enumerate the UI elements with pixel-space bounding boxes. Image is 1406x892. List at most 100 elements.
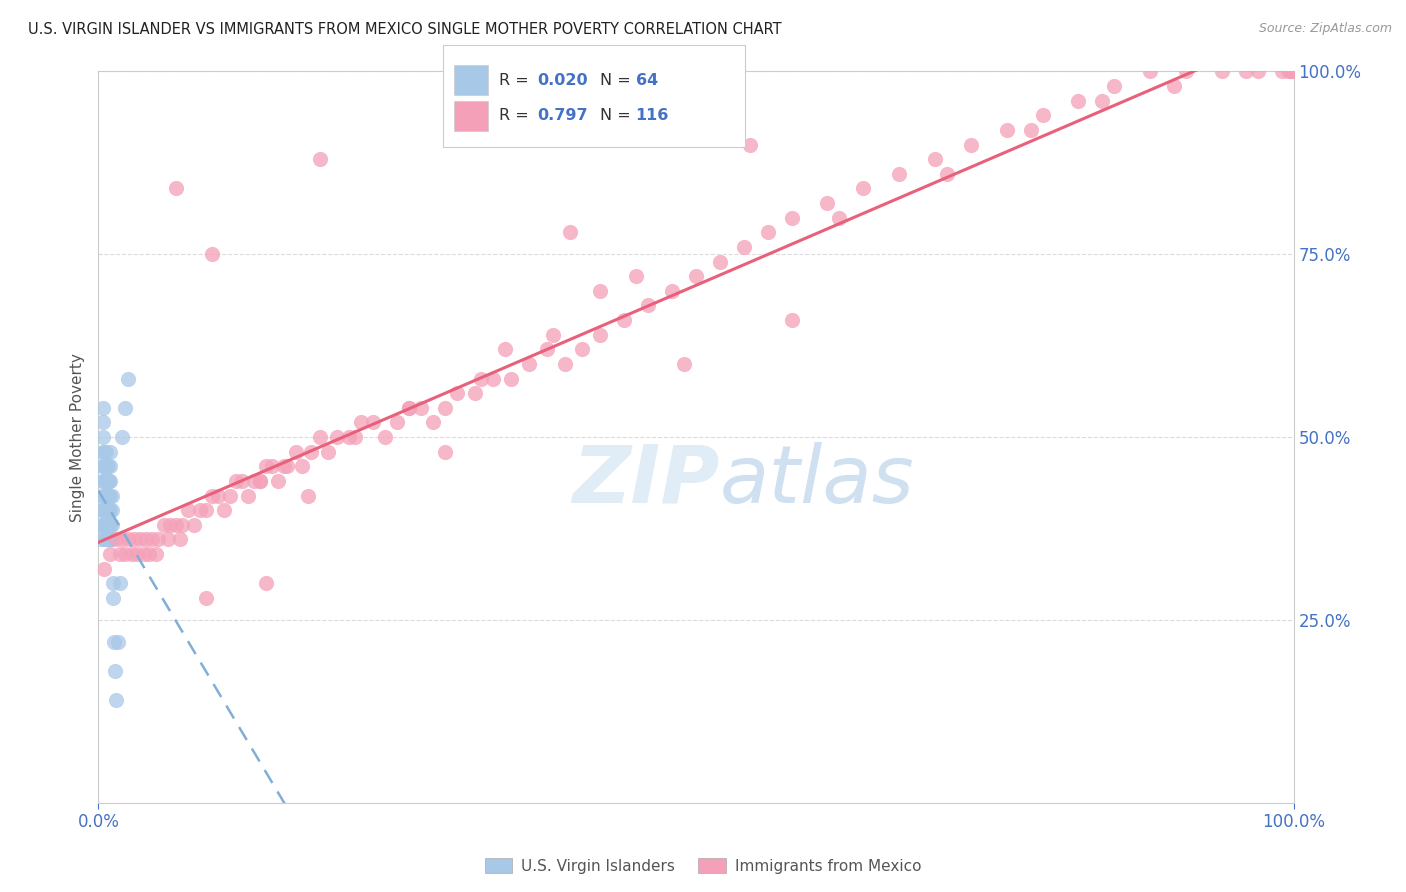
Point	[165, 517, 187, 532]
Point	[709, 254, 731, 268]
Point	[685, 269, 707, 284]
Point	[398, 401, 420, 415]
Point	[613, 313, 636, 327]
Point	[852, 181, 875, 195]
Point	[195, 591, 218, 605]
Point	[470, 371, 492, 385]
Text: U.S. VIRGIN ISLANDER VS IMMIGRANTS FROM MEXICO SINGLE MOTHER POVERTY CORRELATION: U.S. VIRGIN ISLANDER VS IMMIGRANTS FROM …	[28, 22, 782, 37]
Point	[308, 152, 330, 166]
Point	[291, 459, 314, 474]
Point	[363, 416, 385, 430]
Point	[236, 489, 259, 503]
Point	[91, 416, 114, 430]
Point	[135, 533, 157, 547]
Point	[111, 533, 134, 547]
Point	[107, 635, 129, 649]
Point	[96, 459, 118, 474]
Point	[93, 474, 115, 488]
Point	[571, 343, 593, 357]
Point	[91, 517, 114, 532]
Point	[100, 517, 122, 532]
Point	[560, 225, 582, 239]
Point	[434, 401, 457, 415]
Point	[326, 430, 349, 444]
Point	[94, 503, 117, 517]
Point	[1281, 64, 1303, 78]
Point	[661, 284, 683, 298]
Point	[108, 576, 131, 591]
Point	[411, 401, 433, 415]
Point	[98, 517, 121, 532]
Point	[350, 416, 373, 430]
Point	[195, 503, 218, 517]
Point	[936, 167, 959, 181]
Point	[90, 517, 112, 532]
Point	[90, 533, 112, 547]
Point	[93, 503, 115, 517]
Point	[111, 430, 134, 444]
Point	[97, 489, 120, 503]
Point	[254, 459, 277, 474]
Point	[117, 371, 139, 385]
Point	[385, 416, 409, 430]
Point	[97, 459, 120, 474]
Point	[780, 313, 803, 327]
Point	[201, 247, 224, 261]
Text: 0.797: 0.797	[537, 109, 588, 123]
Point	[97, 517, 120, 532]
Point	[141, 533, 163, 547]
Point	[93, 444, 115, 458]
Point	[243, 474, 266, 488]
Point	[541, 327, 564, 342]
Point	[924, 152, 946, 166]
Point	[733, 240, 755, 254]
Point	[1234, 64, 1257, 78]
Point	[121, 547, 143, 561]
Point	[494, 343, 516, 357]
Point	[91, 489, 114, 503]
Point	[434, 444, 457, 458]
Point	[98, 533, 122, 547]
Point	[94, 459, 117, 474]
Point	[1247, 64, 1270, 78]
Point	[98, 533, 121, 547]
Point	[105, 693, 128, 707]
Point	[207, 489, 229, 503]
Point	[219, 489, 242, 503]
Point	[1271, 64, 1294, 78]
Point	[105, 533, 128, 547]
Point	[104, 664, 127, 678]
Point	[284, 444, 307, 458]
Point	[100, 533, 122, 547]
Point	[637, 298, 659, 312]
Point	[96, 533, 118, 547]
Point	[1019, 123, 1042, 137]
Point	[132, 547, 155, 561]
Point	[499, 371, 522, 385]
Point	[91, 503, 114, 517]
Point	[94, 517, 117, 532]
Point	[554, 357, 576, 371]
Point	[188, 503, 211, 517]
Point	[995, 123, 1018, 137]
Point	[464, 386, 486, 401]
Point	[98, 503, 122, 517]
Point	[212, 503, 235, 517]
Point	[101, 576, 124, 591]
Y-axis label: Single Mother Poverty: Single Mother Poverty	[70, 352, 86, 522]
Point	[1211, 64, 1233, 78]
Point	[815, 196, 838, 211]
Point	[96, 517, 118, 532]
Point	[97, 503, 120, 517]
Point	[114, 401, 136, 415]
Point	[100, 503, 122, 517]
Point	[93, 562, 115, 576]
Point	[98, 503, 121, 517]
Point	[148, 533, 170, 547]
Point	[93, 459, 115, 474]
Point	[276, 459, 298, 474]
Text: ZIP: ZIP	[572, 442, 720, 520]
Point	[98, 474, 121, 488]
Point	[260, 459, 283, 474]
Point	[103, 635, 125, 649]
